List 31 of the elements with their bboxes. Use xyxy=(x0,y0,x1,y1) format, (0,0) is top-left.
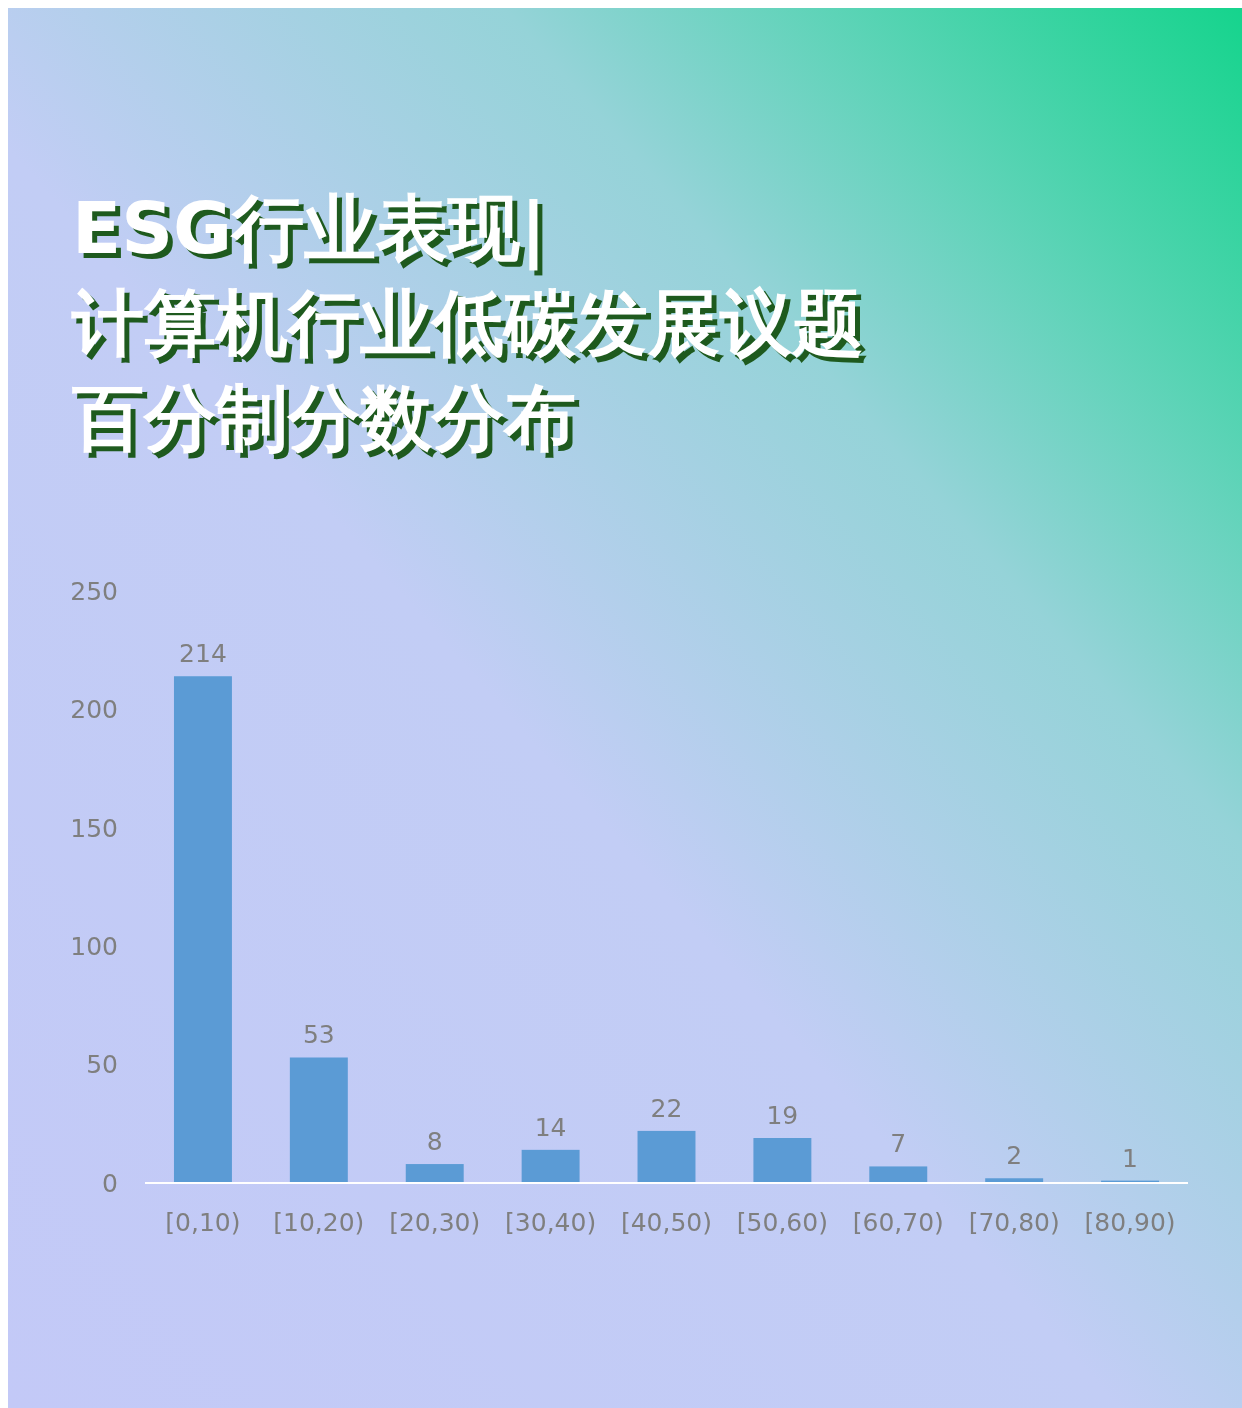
bar xyxy=(289,1057,348,1183)
x-tick-label: [60,70) xyxy=(852,1208,944,1237)
x-tick-label: [20,30) xyxy=(389,1208,481,1237)
bar xyxy=(521,1149,580,1183)
data-label: 53 xyxy=(302,1020,335,1050)
x-tick-label: [10,20) xyxy=(273,1208,365,1237)
x-tick-label: [80,90) xyxy=(1084,1208,1176,1237)
bar xyxy=(173,676,232,1183)
x-tick-label: [30,40) xyxy=(505,1208,597,1237)
y-tick-label: 0 xyxy=(102,1168,118,1198)
y-tick-label: 100 xyxy=(70,931,118,961)
y-tick-label: 250 xyxy=(70,576,118,606)
x-tick-label: [40,50) xyxy=(620,1208,713,1237)
bar xyxy=(637,1130,696,1183)
data-label: 8 xyxy=(426,1127,443,1157)
data-label: 7 xyxy=(890,1129,907,1159)
data-label: 14 xyxy=(534,1112,567,1142)
data-label: 1 xyxy=(1122,1143,1139,1173)
y-tick-label: 200 xyxy=(70,695,118,725)
data-label: 22 xyxy=(650,1093,683,1123)
y-tick-label: 150 xyxy=(70,813,118,843)
x-tick-label: [70,80) xyxy=(968,1208,1060,1237)
data-label: 2 xyxy=(1006,1141,1023,1171)
data-label: 214 xyxy=(179,639,227,669)
x-tick-label: [50,60) xyxy=(736,1208,828,1237)
data-label: 19 xyxy=(766,1101,799,1131)
x-tick-label: [0,10) xyxy=(165,1208,241,1237)
bar xyxy=(405,1164,464,1183)
bar xyxy=(869,1166,928,1183)
y-tick-label: 50 xyxy=(86,1050,118,1080)
bar xyxy=(753,1138,812,1183)
